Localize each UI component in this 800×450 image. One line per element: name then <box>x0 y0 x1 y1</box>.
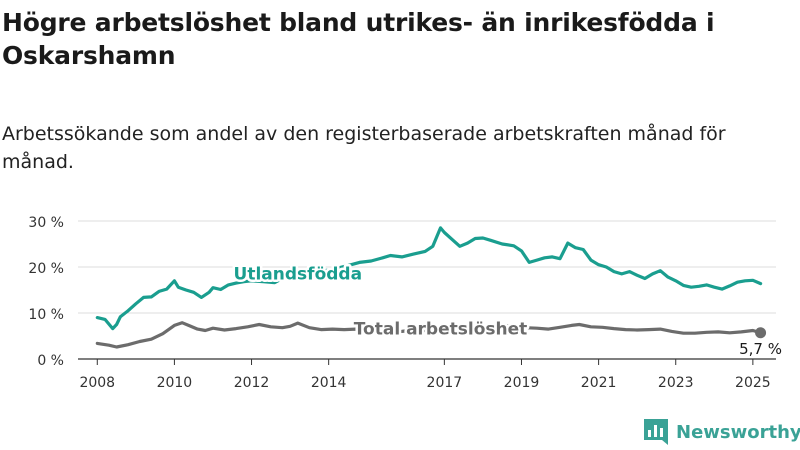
x-tick-label: 2010 <box>157 375 193 391</box>
y-tick-label: 20 % <box>28 261 64 277</box>
y-tick-label: 10 % <box>28 307 64 323</box>
x-tick-label: 2025 <box>735 375 771 391</box>
x-tick-label: 2021 <box>581 375 617 391</box>
x-tick-label: 2019 <box>504 375 540 391</box>
chart-subtitle: Arbetssökande som andel av den registerb… <box>2 123 726 173</box>
brand-logo: Newsworthy <box>644 419 800 445</box>
y-tick-label: 0 % <box>37 353 64 369</box>
series-label-total: Total arbetslöshet <box>354 320 528 340</box>
x-tick-label: 2014 <box>311 375 347 391</box>
bar-chart-logo-icon <box>644 419 668 445</box>
x-tick-label: 2012 <box>234 375 270 391</box>
series-line-total <box>95 321 763 349</box>
y-tick-label: 30 % <box>28 215 64 231</box>
x-tick-label: 2017 <box>427 375 463 391</box>
last-value-marker <box>755 327 767 339</box>
last-value-label: 5,7 % <box>739 340 782 358</box>
brand-name: Newsworthy <box>676 421 800 443</box>
x-tick-label: 2008 <box>79 375 115 391</box>
chart-title: Högre arbetslöshet bland utrikes- än inr… <box>2 8 715 70</box>
series-label-utlandsfodda: Utlandsfödda <box>234 264 363 284</box>
x-tick-label: 2023 <box>658 375 694 391</box>
series-line-utlandsfodda <box>95 226 763 331</box>
